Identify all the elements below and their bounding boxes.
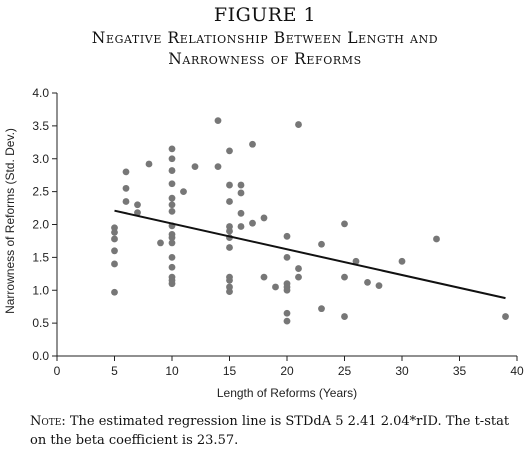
data-point [168, 207, 176, 215]
data-point [226, 198, 233, 205]
data-point [237, 189, 245, 197]
data-point [145, 160, 153, 168]
data-point [168, 280, 176, 288]
data-point [168, 155, 176, 163]
note-text-line-2: on the beta coefficient is 23.57. [30, 433, 239, 448]
x-tick-label: 30 [395, 364, 409, 378]
data-point [122, 168, 130, 176]
x-tick-label: 20 [280, 364, 294, 378]
data-point [352, 257, 360, 265]
data-point [111, 247, 118, 255]
data-point [168, 239, 176, 247]
data-point [111, 260, 118, 268]
note-text-line-1: The estimated regression line is STDdA 5… [69, 414, 510, 429]
data-point [283, 309, 291, 317]
x-tick-label: 10 [165, 364, 179, 378]
data-point [122, 184, 130, 192]
data-point [237, 209, 245, 217]
x-tick-label: 35 [453, 364, 467, 378]
data-point [214, 163, 222, 171]
note-lead: Note: [30, 414, 66, 429]
figure-note: Note: The estimated regression line is S… [30, 412, 510, 450]
data-point [283, 317, 291, 325]
data-point [502, 313, 509, 320]
figure-title-line-2: Narrowness of Reforms [168, 50, 362, 68]
figure-label: FIGURE 1 [213, 4, 317, 26]
data-point [364, 278, 371, 286]
data-point [283, 286, 291, 294]
data-point [134, 201, 141, 209]
data-point [168, 263, 176, 271]
data-point [111, 235, 118, 243]
data-point [111, 288, 118, 296]
axis-labels: Length of Reforms (Years) Narrowness of … [3, 128, 357, 400]
data-point [157, 239, 164, 247]
data-point [168, 201, 176, 209]
data-points [111, 117, 509, 325]
y-axis-title: Narrowness of Reforms (Std. Dev.) [3, 128, 17, 314]
y-tick-label: 2.5 [32, 185, 49, 199]
data-point [226, 288, 233, 295]
data-point [237, 181, 245, 189]
y-tick-label: 3.0 [32, 152, 49, 166]
data-point [111, 228, 118, 236]
data-point [168, 234, 176, 242]
data-point [398, 257, 406, 265]
data-point [283, 253, 291, 261]
data-point [226, 276, 233, 284]
data-point [180, 188, 187, 196]
x-tick-label: 15 [223, 364, 237, 378]
x-tick-label: 0 [54, 364, 61, 378]
y-tick-label: 3.5 [32, 119, 49, 133]
data-point [168, 253, 176, 261]
data-point [226, 227, 233, 235]
data-point [249, 140, 256, 148]
data-point [134, 209, 141, 217]
axes: 0 5 10 15 20 25 30 35 40 0.0 0.5 1.0 1.5 2.0 2.5 3.0 3.5… [32, 86, 524, 378]
data-point [249, 219, 256, 227]
data-point [168, 145, 176, 153]
data-point [341, 220, 348, 228]
data-point [341, 273, 348, 281]
y-tick-label: 1.0 [32, 283, 49, 297]
x-tick-label: 40 [510, 364, 524, 378]
data-point [433, 235, 440, 243]
data-point [272, 283, 279, 291]
data-point [226, 244, 233, 251]
data-point [168, 194, 176, 202]
data-point [375, 282, 383, 290]
data-point [295, 273, 302, 281]
data-point [318, 240, 325, 248]
x-tick-label: 25 [338, 364, 352, 378]
data-point [226, 147, 233, 155]
figure-title-line-1: Negative Relationship Between Length and [91, 29, 439, 47]
data-point [168, 180, 176, 188]
data-point [237, 223, 245, 230]
data-point [122, 198, 130, 205]
y-tick-label: 0.0 [32, 349, 49, 363]
scatter-chart: 0 5 10 15 20 25 30 35 40 0.0 0.5 1.0 1.5 2.0 2.5 3.0 3.5… [3, 86, 524, 400]
y-tick-label: 0.5 [32, 316, 49, 330]
data-point [341, 313, 348, 320]
data-point [283, 232, 291, 240]
x-axis-title: Length of Reforms (Years) [217, 386, 357, 400]
data-point [318, 305, 325, 313]
data-point [168, 167, 176, 174]
data-point [295, 121, 302, 128]
regression-line [114, 209, 506, 300]
regression-line-group [114, 209, 506, 300]
data-point [226, 181, 233, 189]
x-tick-label: 5 [111, 364, 118, 378]
data-point [260, 214, 268, 222]
y-tick-label: 4.0 [32, 86, 49, 100]
y-tick-label: 2.0 [32, 218, 49, 232]
data-point [295, 265, 302, 272]
y-tick-label: 1.5 [32, 250, 49, 264]
data-point [191, 163, 199, 171]
data-point [214, 117, 222, 125]
data-point [260, 273, 268, 281]
figure-title: Negative Relationship Between Length and… [0, 28, 530, 70]
